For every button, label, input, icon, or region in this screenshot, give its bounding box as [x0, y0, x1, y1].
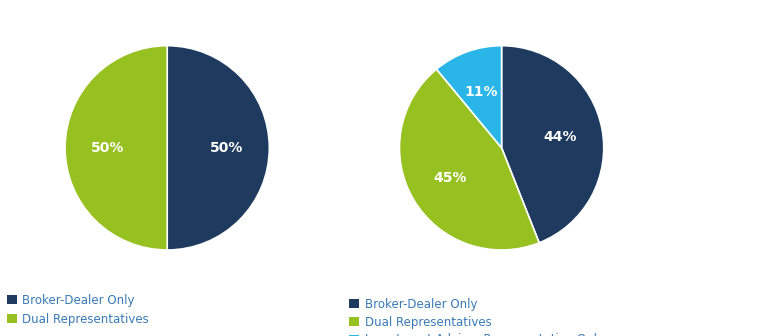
- Wedge shape: [436, 46, 502, 148]
- Legend: Broker-Dealer Only, Dual Representatives: Broker-Dealer Only, Dual Representatives: [7, 294, 149, 326]
- Wedge shape: [400, 69, 539, 250]
- Text: 45%: 45%: [434, 171, 467, 185]
- Wedge shape: [167, 46, 269, 250]
- Wedge shape: [65, 46, 167, 250]
- Text: 44%: 44%: [543, 130, 577, 144]
- Legend: Broker-Dealer Only, Dual Representatives, Investment Adviser Representative Only: Broker-Dealer Only, Dual Representatives…: [349, 298, 603, 336]
- Text: 50%: 50%: [91, 141, 125, 155]
- Text: 50%: 50%: [210, 141, 243, 155]
- Text: 11%: 11%: [465, 85, 499, 99]
- Wedge shape: [502, 46, 603, 243]
